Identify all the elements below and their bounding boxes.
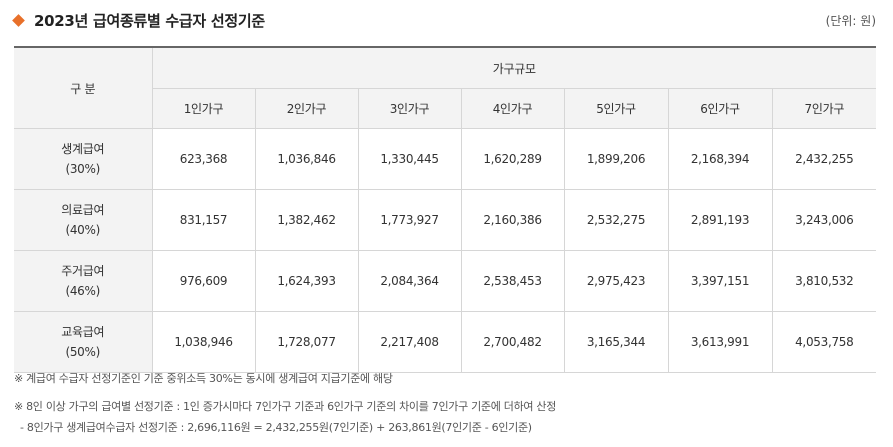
table-cell: 2,432,255	[771, 128, 877, 190]
diamond-bullet-icon	[12, 14, 25, 27]
table-cell: 1,899,206	[563, 128, 669, 190]
table-row: 의료급여 (40%) 831,157 1,382,462 1,773,927 2,…	[14, 189, 877, 251]
table-cell: 2,700,482	[460, 311, 565, 373]
corner-header: 구 분	[14, 46, 153, 129]
row-name: 주거급여	[61, 264, 105, 278]
column-header: 1인가구	[152, 88, 256, 129]
table-cell: 831,157	[151, 189, 256, 251]
column-header: 5인가구	[563, 88, 669, 129]
table-cell: 1,382,462	[254, 189, 359, 251]
page-title: 2023년 급여종류별 수급자 선정기준	[34, 12, 265, 30]
table-cell: 1,038,946	[151, 311, 256, 373]
row-name: 의료급여	[61, 203, 105, 217]
column-header: 6인가구	[667, 88, 773, 129]
table-cell: 2,975,423	[563, 250, 669, 312]
table-row: 교육급여 (50%) 1,038,946 1,728,077 2,217,408 …	[14, 311, 877, 373]
table-cell: 1,036,846	[254, 128, 359, 190]
table-cell: 2,084,364	[357, 250, 462, 312]
selection-criteria-table: 구 분 가구규모 1인가구 2인가구 3인가구 4인가구 5인가구 6인가구 7…	[14, 46, 877, 373]
table-row: 주거급여 (46%) 976,609 1,624,393 2,084,364 2,…	[14, 250, 877, 312]
table-cell: 2,538,453	[460, 250, 565, 312]
table-cell: 1,624,393	[254, 250, 359, 312]
column-header: 3인가구	[357, 88, 462, 129]
table-cell: 623,368	[151, 128, 256, 190]
table-cell: 1,330,445	[357, 128, 462, 190]
footnote-detail: - 8인가구 생계급여수급자 선정기준 : 2,696,116원 = 2,432…	[20, 421, 532, 434]
table-cell: 2,217,408	[357, 311, 462, 373]
row-percent: (46%)	[65, 284, 101, 298]
row-percent: (50%)	[65, 345, 101, 359]
row-percent: (40%)	[65, 223, 101, 237]
table-cell: 3,613,991	[667, 311, 773, 373]
table-cell: 1,620,289	[460, 128, 565, 190]
column-header: 4인가구	[460, 88, 565, 129]
table-cell: 2,532,275	[563, 189, 669, 251]
table-cell: 1,728,077	[254, 311, 359, 373]
table-cell: 2,891,193	[667, 189, 773, 251]
row-header: 주거급여 (46%)	[14, 250, 153, 312]
table-cell: 2,160,386	[460, 189, 565, 251]
table-cell: 2,168,394	[667, 128, 773, 190]
table-cell: 976,609	[151, 250, 256, 312]
table-cell: 3,397,151	[667, 250, 773, 312]
row-name: 생계급여	[61, 142, 105, 156]
column-header: 2인가구	[254, 88, 359, 129]
footnote: ※ 8인 이상 가구의 급여별 선정기준 : 1인 증가시마다 7인가구 기준과…	[14, 400, 557, 413]
footnote: ※ 계급여 수급자 선정기준인 기준 중위소득 30%는 동시에 생계급여 지급…	[14, 372, 393, 385]
table-row: 생계급여 (30%) 623,368 1,036,846 1,330,445 1,…	[14, 128, 877, 190]
title-row: 2023년 급여종류별 수급자 선정기준 (단위: 원)	[12, 10, 876, 34]
table-cell: 3,165,344	[563, 311, 669, 373]
row-header: 생계급여 (30%)	[14, 128, 153, 190]
table-cell: 3,810,532	[771, 250, 877, 312]
column-header: 7인가구	[771, 88, 877, 129]
table-cell: 4,053,758	[771, 311, 877, 373]
table-cell: 1,773,927	[357, 189, 462, 251]
group-header: 가구규모	[151, 46, 877, 89]
row-header: 교육급여 (50%)	[14, 311, 153, 373]
unit-label: (단위: 원)	[825, 14, 876, 28]
row-percent: (30%)	[65, 162, 101, 176]
row-name: 교육급여	[61, 325, 105, 339]
table-cell: 3,243,006	[771, 189, 877, 251]
row-header: 의료급여 (40%)	[14, 189, 153, 251]
